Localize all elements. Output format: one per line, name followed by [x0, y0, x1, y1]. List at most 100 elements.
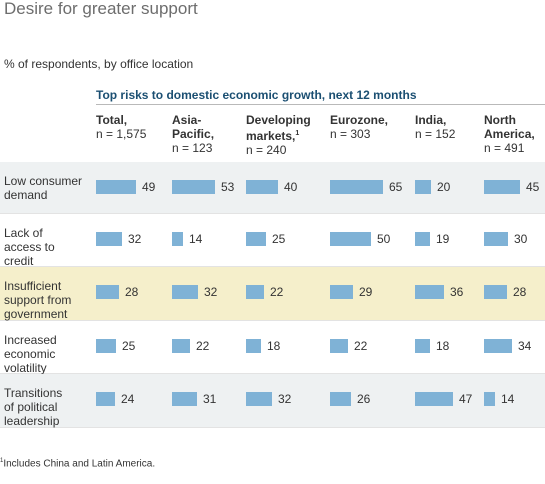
bar-value-label: 32 [204, 285, 218, 299]
bar [415, 180, 431, 194]
bar-value-label: 14 [501, 392, 515, 406]
bar-value-label: 19 [436, 232, 450, 246]
bar-value-label: 47 [459, 392, 473, 406]
bar [330, 392, 351, 406]
chart-heading: Top risks to domestic economic growth, n… [96, 88, 417, 102]
row-separator [0, 266, 545, 267]
bar-value-label: 53 [221, 180, 235, 194]
bar-value-label: 29 [359, 285, 373, 299]
row-label: Increased economic volatility [4, 333, 57, 375]
column-n: n = 123 [172, 141, 213, 155]
row-separator [0, 373, 545, 374]
column-n: n = 240 [246, 143, 287, 157]
bar-value-label: 25 [122, 339, 136, 353]
bar [484, 392, 495, 406]
footnote-text: Includes China and Latin America. [3, 458, 156, 470]
chart-subtitle: % of respondents, by office location [4, 57, 194, 71]
column-header: Asia- Pacific, n = 123 [172, 113, 214, 155]
bar-value-label: 18 [436, 339, 450, 353]
bar [96, 180, 136, 194]
bar-value-label: 25 [272, 232, 286, 246]
bar [246, 232, 266, 246]
chart-title: Desire for greater support [4, 0, 198, 18]
bar-value-label: 50 [377, 232, 391, 246]
bar-value-label: 49 [142, 180, 156, 194]
bar-value-label: 28 [513, 285, 527, 299]
bar [172, 232, 183, 246]
column-name: North America, [484, 113, 535, 141]
row-separator [0, 427, 545, 428]
bar-value-label: 14 [189, 232, 203, 246]
bar [330, 285, 353, 299]
bar [96, 392, 115, 406]
bar [484, 339, 512, 353]
footnote: 1Includes China and Latin America. [0, 458, 155, 469]
column-header: Eurozone, n = 303 [330, 113, 388, 141]
bar [246, 180, 278, 194]
column-name: Developing markets,1 [246, 113, 311, 143]
bar-value-label: 40 [284, 180, 298, 194]
bar [172, 392, 197, 406]
bar [172, 339, 190, 353]
bar [96, 285, 119, 299]
row-background-highlight [0, 267, 545, 321]
column-header: India, n = 152 [415, 113, 455, 141]
bar-value-label: 24 [121, 392, 135, 406]
row-label: Transitions of political leadership [4, 386, 63, 428]
row-separator [0, 213, 545, 214]
bar-value-label: 36 [450, 285, 464, 299]
column-footnote-marker: 1 [295, 130, 300, 137]
column-n: n = 152 [415, 127, 456, 141]
column-header: North America, n = 491 [484, 113, 535, 155]
bar-value-label: 32 [278, 392, 292, 406]
bar [484, 232, 508, 246]
bar-value-label: 20 [437, 180, 451, 194]
bar [484, 180, 520, 194]
column-name: Eurozone, [330, 113, 389, 127]
bar [330, 339, 348, 353]
bar-value-label: 22 [196, 339, 210, 353]
column-name: Total, [96, 113, 128, 127]
bar-value-label: 65 [389, 180, 403, 194]
bar [246, 339, 261, 353]
column-n: n = 491 [484, 141, 525, 155]
column-n: n = 303 [330, 127, 371, 141]
row-background [0, 374, 545, 428]
bar-value-label: 30 [514, 232, 528, 246]
heading-divider [96, 104, 545, 105]
row-label: Low consumer demand [4, 174, 83, 202]
column-name: Asia- Pacific, [172, 113, 215, 141]
bar [330, 232, 371, 246]
bar-value-label: 45 [526, 180, 540, 194]
bar [330, 180, 383, 194]
bar-value-label: 22 [354, 339, 368, 353]
bar-value-label: 18 [267, 339, 281, 353]
row-label: Insufficient support from government [4, 279, 72, 321]
footnote-marker: 1 [0, 458, 4, 464]
bar-value-label: 26 [357, 392, 371, 406]
bar-value-label: 34 [518, 339, 532, 353]
bar [415, 392, 453, 406]
row-background [0, 214, 545, 267]
row-separator [0, 320, 545, 321]
bar [172, 180, 215, 194]
column-n: n = 1,575 [96, 127, 147, 141]
bar [246, 285, 264, 299]
bar-value-label: 31 [203, 392, 217, 406]
bar [415, 232, 430, 246]
column-name: India, [415, 113, 447, 127]
bar [246, 392, 272, 406]
bar [484, 285, 507, 299]
bar [415, 339, 430, 353]
bar [415, 285, 444, 299]
column-header: Total, n = 1,575 [96, 113, 146, 141]
bar [96, 232, 122, 246]
bar-value-label: 22 [270, 285, 284, 299]
bar [172, 285, 198, 299]
bar-value-label: 32 [128, 232, 142, 246]
bar [96, 339, 116, 353]
row-background [0, 321, 545, 374]
row-label: Lack of access to credit [4, 226, 55, 268]
bar-value-label: 28 [125, 285, 139, 299]
column-header: Developing markets,1 n = 240 [246, 113, 311, 157]
